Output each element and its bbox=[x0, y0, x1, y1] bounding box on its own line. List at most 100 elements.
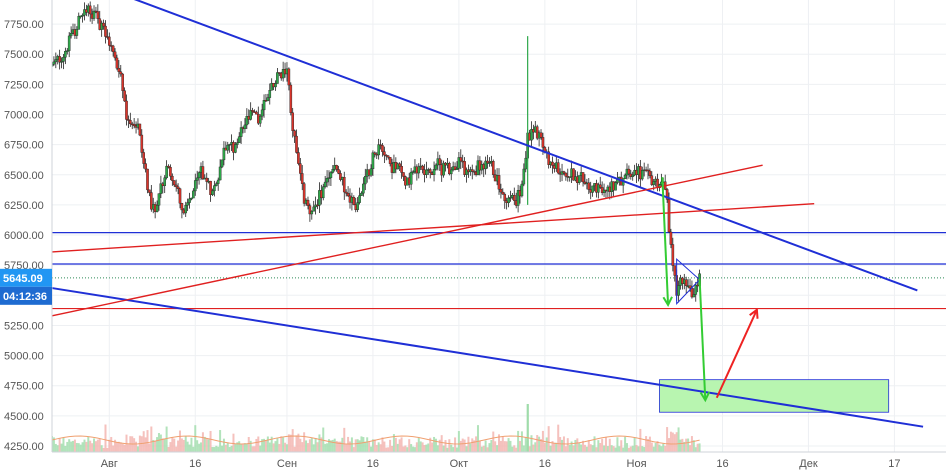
candle-body-70 bbox=[184, 205, 188, 214]
y-tick-label-7: 6000.00 bbox=[4, 230, 44, 242]
x-tick-label-2: Сен bbox=[277, 458, 297, 470]
candle-body-289 bbox=[602, 189, 606, 193]
volume-bar-146 bbox=[329, 440, 332, 452]
candle-body-221 bbox=[472, 170, 476, 173]
volume-bar-247 bbox=[522, 445, 525, 452]
countdown-tag-bg bbox=[0, 286, 52, 305]
volume-bar-204 bbox=[440, 435, 443, 452]
volume-bar-287 bbox=[599, 442, 602, 452]
candle-body-7 bbox=[64, 51, 67, 58]
volume-bar-87 bbox=[217, 446, 220, 452]
candle-body-198 bbox=[428, 169, 432, 173]
current-price-tag-bg bbox=[0, 268, 52, 287]
x-tick-label-0: Авг bbox=[101, 458, 118, 470]
current-price-tag: 5645.09 bbox=[3, 273, 43, 285]
volume-bar-159 bbox=[354, 439, 357, 452]
candle-body-239 bbox=[507, 197, 510, 204]
candle-body-127 bbox=[293, 130, 296, 137]
candle-body-143 bbox=[323, 181, 327, 187]
candle-body-98 bbox=[237, 136, 241, 143]
volume-bar-331 bbox=[683, 441, 686, 452]
volume-bar-133 bbox=[305, 440, 308, 452]
volume-bar-191 bbox=[415, 442, 418, 452]
volume-bar-15 bbox=[79, 444, 82, 452]
volume-bar-143 bbox=[324, 443, 327, 452]
volume-bar-227 bbox=[484, 440, 487, 452]
volume-bar-63 bbox=[171, 437, 174, 452]
candle-body-81 bbox=[205, 177, 209, 182]
candle-body-126 bbox=[291, 112, 294, 131]
volume-bar-209 bbox=[450, 444, 453, 452]
volume-bar-329 bbox=[679, 439, 682, 452]
volume-bar-68 bbox=[180, 438, 183, 452]
y-tick-label-10: 6750.00 bbox=[4, 140, 44, 152]
volume-bar-150 bbox=[337, 441, 340, 452]
volume-bar-202 bbox=[436, 445, 439, 452]
volume-bar-212 bbox=[455, 447, 458, 452]
candle-body-118 bbox=[276, 72, 279, 84]
volume-bar-65 bbox=[175, 446, 178, 452]
volume-bar-100 bbox=[242, 444, 245, 452]
volume-bar-71 bbox=[186, 441, 189, 452]
candle-body-60 bbox=[165, 165, 168, 179]
candle-body-15 bbox=[79, 15, 82, 18]
volume-bar-151 bbox=[339, 441, 342, 452]
candle-body-150 bbox=[337, 169, 340, 174]
volume-bar-130 bbox=[299, 438, 302, 452]
volume-bar-102 bbox=[245, 443, 248, 452]
volume-bar-84 bbox=[211, 446, 214, 452]
candle-body-158 bbox=[352, 197, 356, 205]
candle-body-163 bbox=[362, 183, 365, 194]
volume-bar-99 bbox=[240, 443, 243, 452]
x-tick-label-7: 16 bbox=[716, 458, 728, 470]
volume-bar-85 bbox=[213, 447, 216, 452]
volume-bar-131 bbox=[301, 442, 304, 452]
volume-bar-89 bbox=[221, 445, 224, 452]
candle-body-201 bbox=[434, 164, 438, 170]
candle-body-67 bbox=[178, 188, 182, 204]
volume-bar-1 bbox=[52, 437, 55, 452]
candle-body-244 bbox=[516, 190, 520, 206]
candle-body-262 bbox=[551, 161, 554, 166]
volume-bar-267 bbox=[561, 439, 564, 452]
volume-bar-55 bbox=[156, 437, 159, 452]
arrow-head-2 bbox=[749, 307, 759, 319]
volume-bar-285 bbox=[595, 447, 598, 452]
volume-bar-45 bbox=[136, 446, 139, 452]
candle-body-34 bbox=[115, 57, 119, 69]
volume-bar-181 bbox=[396, 443, 399, 452]
volume-bar-264 bbox=[555, 442, 558, 452]
volume-bar-67 bbox=[178, 430, 181, 452]
volume-bar-47 bbox=[140, 436, 143, 452]
volume-bar-141 bbox=[320, 437, 323, 452]
candle-body-302 bbox=[627, 168, 631, 175]
candle-body-72 bbox=[188, 198, 191, 203]
volume-bar-224 bbox=[478, 441, 481, 452]
volume-bar-13 bbox=[75, 442, 78, 452]
volume-bar-163 bbox=[362, 437, 365, 452]
candle-body-107 bbox=[255, 111, 258, 115]
candle-body-14 bbox=[77, 16, 81, 30]
candle-body-110 bbox=[260, 109, 264, 117]
candle-body-312 bbox=[646, 169, 650, 172]
volume-bar-324 bbox=[669, 431, 672, 452]
candle-body-89 bbox=[220, 159, 224, 168]
volume-bar-16 bbox=[81, 442, 84, 452]
candle-body-231 bbox=[491, 161, 495, 175]
candle-body-236 bbox=[501, 191, 505, 195]
candle-body-182 bbox=[398, 163, 401, 167]
volume-bar-302 bbox=[627, 447, 630, 452]
candle-body-35 bbox=[117, 68, 121, 72]
volume-bar-72 bbox=[188, 444, 191, 452]
volume-bar-330 bbox=[681, 438, 684, 452]
candle-body-160 bbox=[356, 202, 359, 210]
candle-body-144 bbox=[325, 177, 329, 183]
trend-line-3 bbox=[51, 203, 815, 253]
candle-body-169 bbox=[373, 152, 377, 155]
volume-bar-200 bbox=[433, 436, 436, 452]
volume-bar-332 bbox=[685, 438, 688, 452]
volume-bar-184 bbox=[402, 446, 405, 452]
candle-body-153 bbox=[342, 176, 346, 193]
x-tick-label-5: 16 bbox=[539, 458, 551, 470]
